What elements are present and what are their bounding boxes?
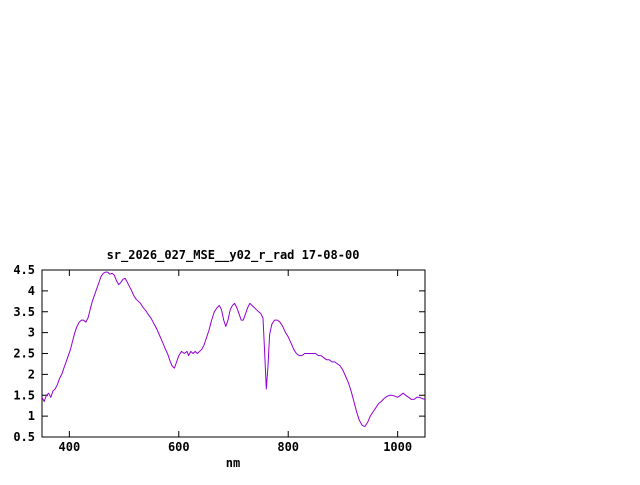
x-tick-label: 400 — [59, 440, 81, 454]
y-tick-label: 4 — [28, 284, 35, 298]
y-tick-label: 2.5 — [13, 347, 35, 361]
y-tick-label: 0.5 — [13, 430, 35, 444]
y-tick-label: 1.5 — [13, 388, 35, 402]
y-tick-label: 3.5 — [13, 305, 35, 319]
y-tick-label: 1 — [28, 409, 35, 423]
y-tick-label: 3 — [28, 326, 35, 340]
x-tick-label: 600 — [168, 440, 190, 454]
plot-border — [41, 269, 426, 438]
x-tick-label: 800 — [277, 440, 299, 454]
y-tick-label: 2 — [28, 367, 35, 381]
plot-series — [41, 271, 426, 428]
y-tick-label: 4.5 — [13, 263, 35, 277]
chart-title: sr_2026_027_MSE__y02_r_rad 17-08-00 — [107, 248, 360, 263]
x-tick-label: 1000 — [383, 440, 412, 454]
spectrum-line — [41, 271, 426, 428]
x-axis-label: nm — [226, 456, 240, 470]
